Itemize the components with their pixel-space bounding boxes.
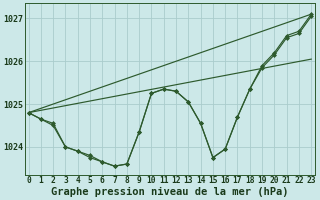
X-axis label: Graphe pression niveau de la mer (hPa): Graphe pression niveau de la mer (hPa) <box>51 186 289 197</box>
